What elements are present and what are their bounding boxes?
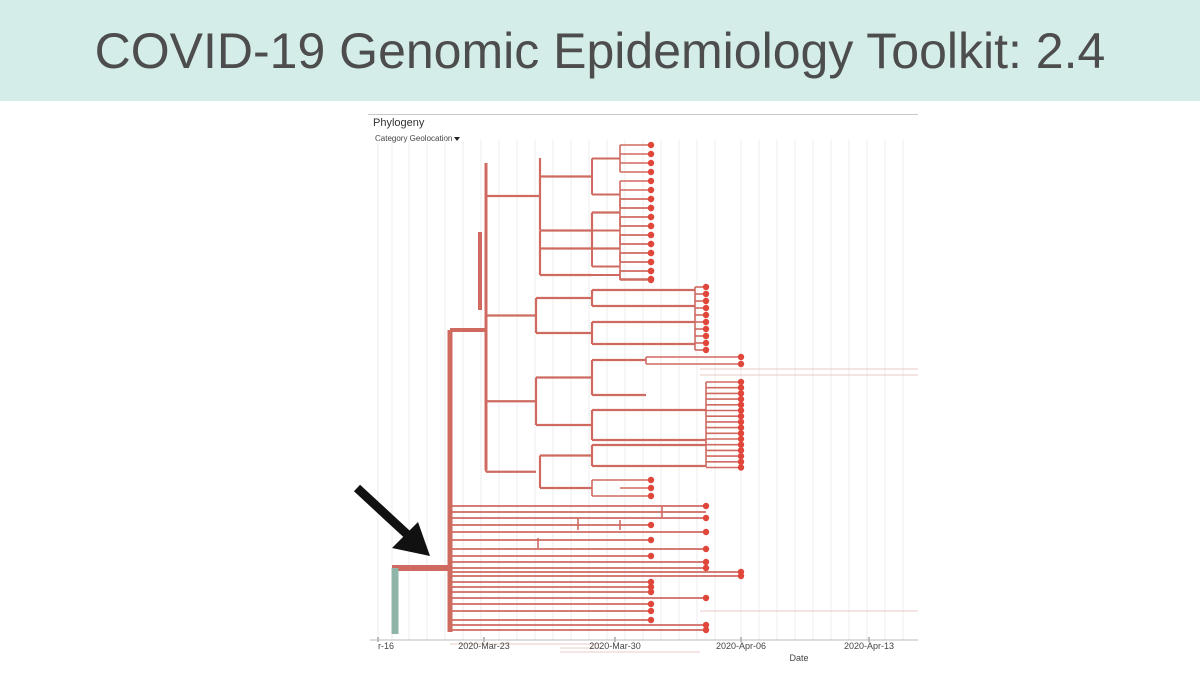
arrow-head bbox=[392, 522, 430, 556]
tip bbox=[702, 304, 710, 312]
tip bbox=[737, 435, 745, 443]
tip bbox=[702, 545, 710, 553]
category-dropdown[interactable]: Category Geolocation bbox=[375, 134, 461, 143]
tip bbox=[702, 318, 710, 326]
tip bbox=[647, 484, 655, 492]
tip bbox=[647, 141, 655, 149]
chevron-down-icon[interactable] bbox=[454, 137, 461, 141]
axis-title: Date bbox=[789, 653, 808, 663]
tip bbox=[647, 267, 655, 275]
tip bbox=[702, 346, 710, 354]
tip bbox=[737, 418, 745, 426]
tip bbox=[647, 600, 655, 608]
tip bbox=[647, 616, 655, 624]
tip bbox=[647, 552, 655, 560]
time-gridlines bbox=[377, 140, 904, 640]
tip bbox=[737, 447, 745, 454]
tip bbox=[647, 521, 655, 529]
category-dropdown-label: Category Geolocation bbox=[375, 134, 453, 143]
tip bbox=[737, 401, 745, 408]
tip bbox=[737, 441, 745, 448]
tip bbox=[702, 621, 710, 629]
tip bbox=[647, 492, 655, 500]
tip bbox=[737, 378, 745, 386]
tip bbox=[737, 407, 745, 414]
tip bbox=[702, 528, 710, 536]
tip bbox=[647, 177, 655, 185]
tip bbox=[647, 476, 655, 484]
arrow-shaft bbox=[353, 484, 414, 541]
tip bbox=[647, 231, 655, 239]
tip bbox=[737, 464, 745, 471]
tip bbox=[702, 311, 710, 319]
tip bbox=[702, 564, 710, 572]
axis-tick-label: 2020-Mar-30 bbox=[589, 641, 641, 651]
tip bbox=[647, 607, 655, 615]
panel-title: Phylogeny bbox=[373, 117, 425, 129]
tip bbox=[702, 325, 710, 333]
tip bbox=[647, 258, 655, 266]
tip bbox=[702, 514, 710, 522]
tip bbox=[647, 213, 655, 221]
tree-branches bbox=[391, 144, 741, 634]
tip bbox=[737, 360, 745, 368]
tip bbox=[702, 290, 710, 298]
tip bbox=[647, 150, 655, 158]
tip bbox=[737, 424, 745, 431]
axis-tick-label: 2020-Mar-23 bbox=[458, 641, 510, 651]
tip bbox=[647, 275, 655, 283]
tip bbox=[702, 502, 710, 510]
tip bbox=[737, 572, 745, 580]
tip bbox=[647, 578, 655, 586]
slide-title: COVID-19 Genomic Epidemiology Toolkit: 2… bbox=[94, 22, 1106, 79]
faint-branches bbox=[450, 368, 918, 653]
axis-tick-label: 2020-Apr-13 bbox=[844, 641, 894, 651]
tip bbox=[737, 384, 745, 391]
tip bbox=[647, 536, 655, 544]
tip bbox=[702, 283, 710, 291]
tip bbox=[702, 594, 710, 602]
title-banner: COVID-19 Genomic Epidemiology Toolkit: 2… bbox=[0, 0, 1200, 101]
tip bbox=[647, 249, 655, 257]
panel-divider bbox=[368, 114, 918, 115]
tip bbox=[737, 458, 745, 465]
tip bbox=[647, 168, 655, 176]
tip bbox=[737, 452, 745, 460]
arrow-icon bbox=[353, 484, 430, 556]
tip bbox=[737, 395, 745, 403]
tip bbox=[702, 339, 710, 347]
tip bbox=[647, 186, 655, 194]
tip bbox=[647, 240, 655, 248]
time-axis: r-16 2020-Mar-23 2020-Mar-30 2020-Apr-06 202… bbox=[370, 637, 918, 663]
tip bbox=[702, 297, 710, 305]
tip bbox=[647, 195, 655, 203]
tip bbox=[702, 332, 710, 340]
tip bbox=[702, 558, 710, 566]
tip bbox=[647, 588, 655, 596]
axis-tick-label: 2020-Apr-06 bbox=[716, 641, 766, 651]
tip bbox=[737, 390, 745, 397]
tip bbox=[647, 159, 655, 167]
tip bbox=[647, 583, 655, 591]
tip bbox=[647, 204, 655, 212]
tree-tips bbox=[647, 141, 745, 634]
tip bbox=[647, 222, 655, 230]
tip bbox=[737, 430, 745, 437]
tip bbox=[737, 353, 745, 361]
tip bbox=[737, 413, 745, 420]
axis-tick-label: r-16 bbox=[378, 641, 394, 651]
tip bbox=[702, 626, 710, 634]
